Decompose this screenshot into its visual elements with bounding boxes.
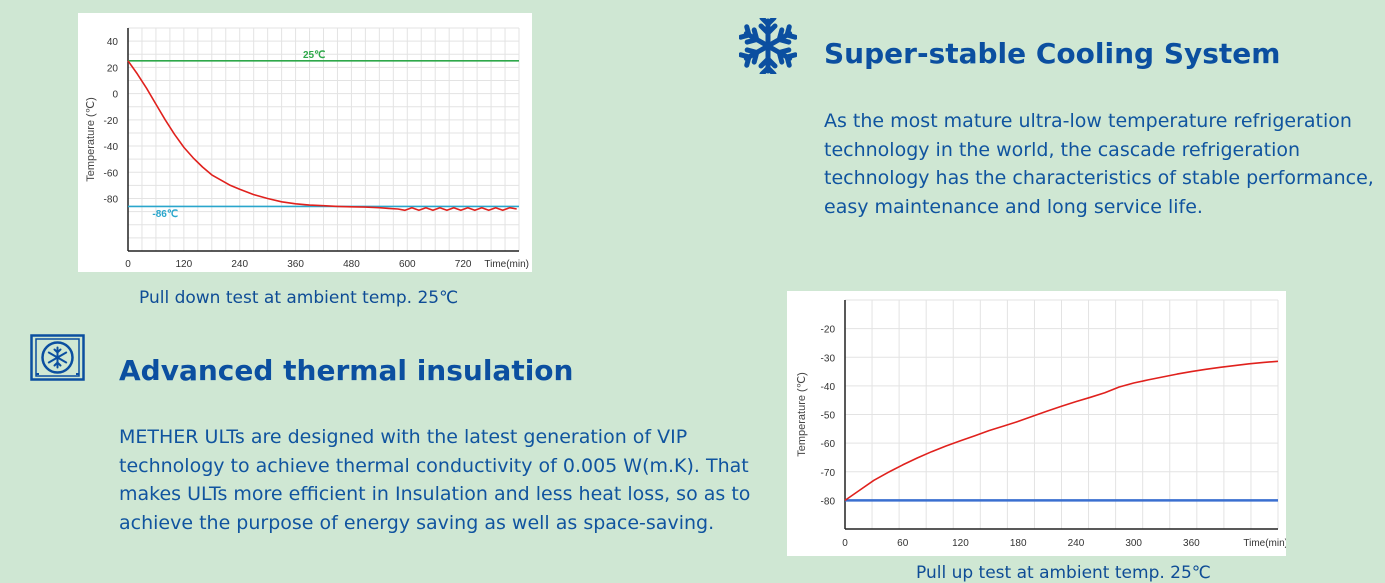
insulation-title: Advanced thermal insulation (119, 354, 574, 387)
y-tick-label: 40 (107, 37, 119, 48)
x-tick-label: 480 (343, 259, 360, 270)
y-tick-label: -50 (821, 411, 836, 422)
pull-up-chart: -20 -30 -40 -50 -60 -70 -80 0 60 120 180 240 300 360 T… (787, 291, 1286, 556)
cooling-body: As the most mature ultra-low temperature… (824, 110, 1374, 219)
chart-grid (844, 299, 1279, 530)
x-axis-label: Time(min) (484, 259, 529, 270)
freezer-snowflake-icon (30, 334, 85, 381)
y-tick-label: -40 (821, 382, 836, 393)
snowflake-icon (739, 15, 797, 74)
y-tick-label: -30 (821, 353, 836, 364)
x-tick-label: 360 (287, 259, 304, 270)
series-line (127, 60, 517, 212)
x-tick-label: 240 (231, 259, 248, 270)
pull-up-caption: Pull up test at ambient temp. 25℃ (916, 563, 1211, 583)
x-tick-label: 180 (1010, 538, 1027, 549)
x-tick-label: 600 (399, 259, 416, 270)
annotation-label: -86℃ (152, 209, 178, 220)
pull-up-chart-svg: -20 -30 -40 -50 -60 -70 -80 0 60 120 180 240 300 360 T… (796, 299, 1286, 549)
y-tick-label: -20 (104, 116, 119, 127)
pull-down-chart: 40 20 0 -20 -40 -60 -80 0 120 240 360 480 600 720 Time… (78, 13, 532, 272)
x-tick-label: 240 (1068, 538, 1085, 549)
x-tick-label: 0 (842, 538, 848, 549)
x-tick-label: 120 (952, 538, 969, 549)
y-tick-label: 0 (112, 90, 118, 101)
x-tick-label: 720 (455, 259, 472, 270)
y-tick-label: -80 (104, 195, 119, 206)
y-tick-label: -70 (821, 468, 836, 479)
y-tick-label: 20 (107, 63, 119, 74)
x-axis-label: Time(min) (1243, 538, 1286, 549)
pull-down-caption: Pull down test at ambient temp. 25℃ (139, 288, 459, 308)
y-tick-label: -40 (104, 142, 119, 153)
cooling-title: Super-stable Cooling System (824, 37, 1281, 70)
x-tick-label: 0 (125, 259, 131, 270)
x-tick-label: 60 (897, 538, 909, 549)
y-tick-label: -60 (821, 439, 836, 450)
series-line (844, 360, 1279, 502)
y-axis-label: Temperature (℃) (85, 97, 97, 182)
pull-down-chart-svg: 40 20 0 -20 -40 -60 -80 0 120 240 360 480 600 720 Time… (85, 27, 529, 270)
y-tick-label: -20 (821, 325, 836, 336)
x-tick-label: 120 (176, 259, 193, 270)
y-axis-label: Temperature (℃) (796, 372, 808, 457)
x-tick-label: 360 (1183, 538, 1200, 549)
insulation-body: METHER ULTs are designed with the latest… (119, 426, 751, 535)
y-tick-label: -60 (104, 168, 119, 179)
annotation-label: 25℃ (303, 50, 325, 61)
y-tick-label: -80 (821, 496, 836, 507)
x-tick-label: 300 (1125, 538, 1142, 549)
